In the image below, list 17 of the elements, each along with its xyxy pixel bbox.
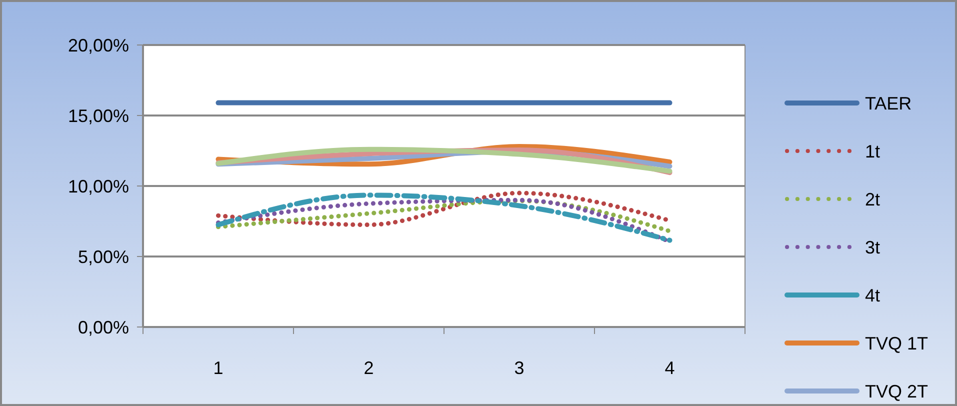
line-series bbox=[216, 198, 672, 234]
legend-label: 3t bbox=[865, 237, 880, 258]
legend-label: 2t bbox=[865, 189, 880, 210]
y-tick-label: 10,00% bbox=[68, 176, 129, 196]
legend-label: TVQ 1T bbox=[865, 333, 928, 354]
y-tick-label: 5,00% bbox=[78, 246, 129, 267]
y-tick-label: 0,00% bbox=[78, 317, 129, 338]
legend-label: 1t bbox=[865, 141, 880, 162]
x-tick-label: 1 bbox=[213, 358, 224, 378]
y-tick-label: 20,00% bbox=[68, 35, 129, 56]
x-tick-label: 3 bbox=[514, 358, 524, 378]
x-tick-label: 2 bbox=[364, 358, 374, 378]
legend-label: TVQ 2T bbox=[865, 381, 928, 402]
x-tick-label: 4 bbox=[664, 358, 675, 378]
legend-label: 4t bbox=[865, 285, 880, 306]
y-tick-label: 15,00% bbox=[68, 106, 129, 126]
legend-label: TAER bbox=[865, 93, 912, 114]
